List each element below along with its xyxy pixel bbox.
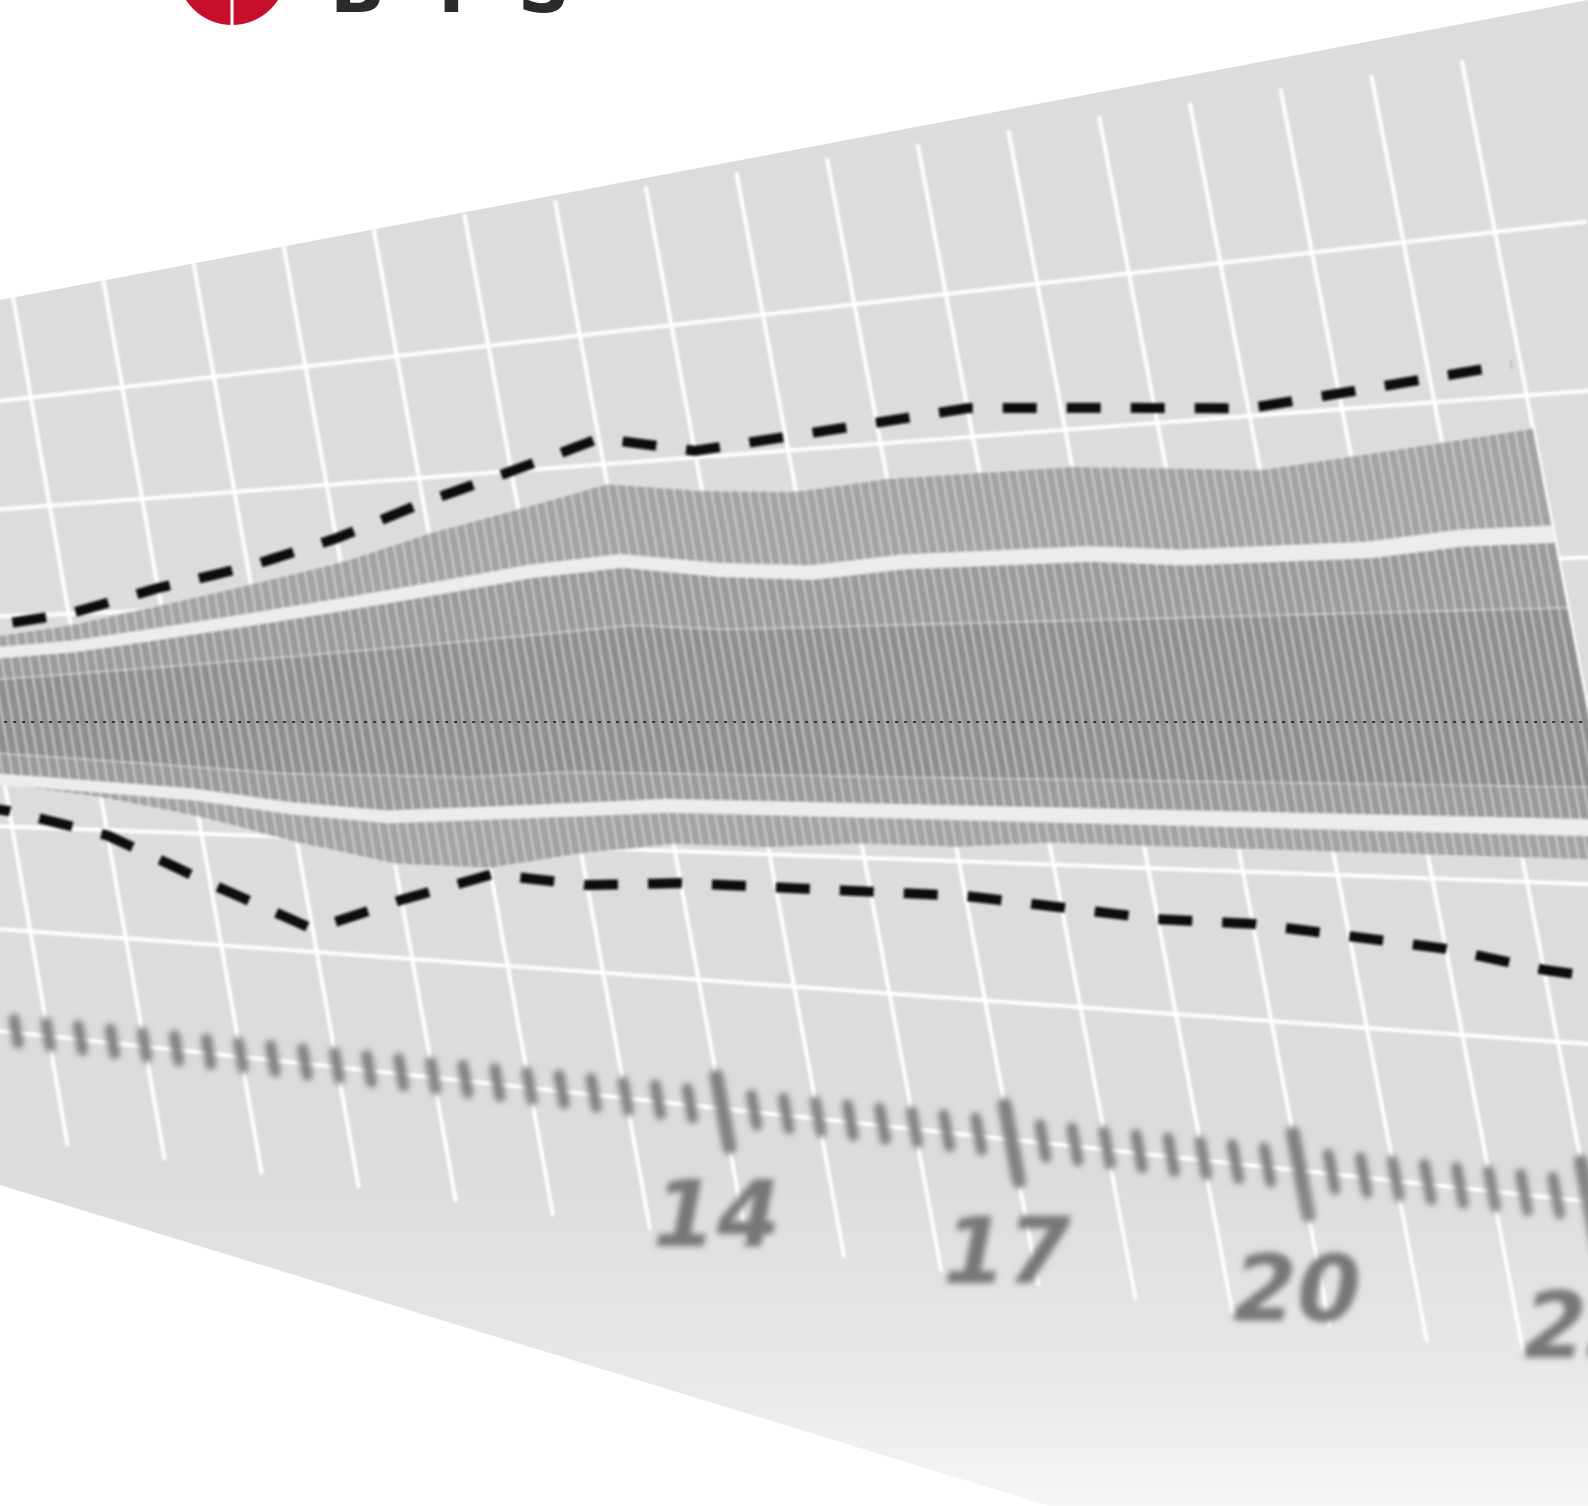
logo-text: B I S [330, 0, 584, 29]
x-tick-label: 14 [653, 1161, 781, 1268]
logo: B I S [185, 0, 584, 29]
x-tick-label: 23 [1523, 1273, 1588, 1380]
x-tick-label: 20 [1233, 1235, 1361, 1342]
x-tick-label: 17 [943, 1198, 1071, 1305]
x-tick-labels: 14 17 20 23 [653, 1161, 1588, 1380]
